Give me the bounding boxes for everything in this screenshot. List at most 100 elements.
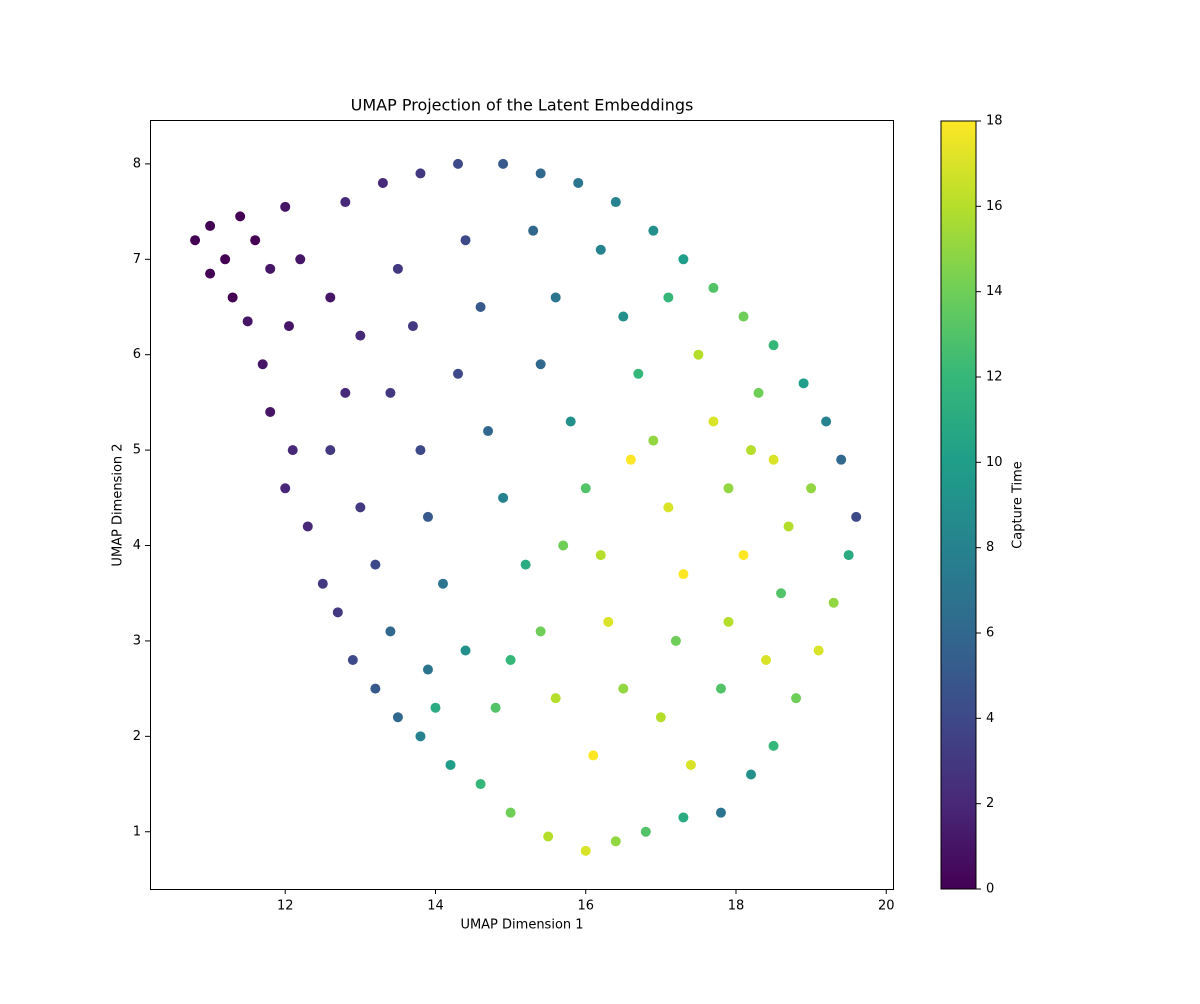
point <box>340 387 351 398</box>
point <box>453 368 464 379</box>
y-tick-label: 6 <box>133 347 141 362</box>
point <box>422 511 433 522</box>
point <box>332 607 343 618</box>
point <box>738 311 749 322</box>
point <box>670 635 681 646</box>
point <box>205 268 216 279</box>
point <box>768 740 779 751</box>
point <box>678 812 689 823</box>
point <box>836 454 847 465</box>
point <box>422 664 433 675</box>
point <box>723 616 734 627</box>
point <box>550 292 561 303</box>
point <box>445 759 456 770</box>
point <box>370 559 381 570</box>
point <box>295 254 306 265</box>
y-axis-label: UMAP Dimension 2 <box>111 443 126 566</box>
point <box>460 645 471 656</box>
point <box>813 645 824 656</box>
x-tick-label: 20 <box>878 899 895 914</box>
point <box>280 201 291 212</box>
point <box>776 588 787 599</box>
point <box>505 807 516 818</box>
point <box>302 521 313 532</box>
point <box>610 836 621 847</box>
point <box>453 158 464 169</box>
point <box>843 550 854 561</box>
point <box>678 569 689 580</box>
point <box>791 693 802 704</box>
point <box>283 321 294 332</box>
point <box>385 387 396 398</box>
point <box>708 282 719 293</box>
y-tick-label: 3 <box>133 633 141 648</box>
point <box>205 220 216 231</box>
y-tick-label: 1 <box>133 824 141 839</box>
x-tick-label: 14 <box>427 899 444 914</box>
point <box>565 416 576 427</box>
point <box>250 235 261 246</box>
point <box>715 683 726 694</box>
y-tick-label: 7 <box>133 252 141 267</box>
point <box>475 302 486 313</box>
point <box>287 445 298 456</box>
point <box>663 502 674 513</box>
point <box>746 445 757 456</box>
point <box>663 292 674 303</box>
point <box>385 626 396 637</box>
point <box>768 454 779 465</box>
point <box>595 550 606 561</box>
point <box>746 769 757 780</box>
colorbar-tick-label: 8 <box>986 540 994 555</box>
point <box>603 616 614 627</box>
point <box>498 492 509 503</box>
point <box>498 158 509 169</box>
point <box>528 225 539 236</box>
point <box>460 235 471 246</box>
point <box>415 731 426 742</box>
x-tick-label: 16 <box>577 899 594 914</box>
x-tick-label: 12 <box>277 899 294 914</box>
point <box>550 693 561 704</box>
point <box>257 359 268 370</box>
colorbar-tick-label: 6 <box>986 626 994 641</box>
point <box>430 702 441 713</box>
y-tick-label: 5 <box>133 443 141 458</box>
point <box>821 416 832 427</box>
point <box>851 511 862 522</box>
point <box>437 578 448 589</box>
point <box>475 779 486 790</box>
chart-title: UMAP Projection of the Latent Embeddings <box>351 96 694 115</box>
point <box>520 559 531 570</box>
point <box>317 578 328 589</box>
point <box>625 454 636 465</box>
point <box>806 483 817 494</box>
point <box>325 292 336 303</box>
point <box>505 655 516 666</box>
point <box>738 550 749 561</box>
point <box>580 483 591 494</box>
colorbar-tick-label: 10 <box>986 455 1003 470</box>
point <box>242 316 253 327</box>
point <box>648 225 659 236</box>
point <box>355 502 366 513</box>
point <box>220 254 231 265</box>
point <box>543 831 554 842</box>
point <box>828 597 839 608</box>
point <box>415 445 426 456</box>
point <box>708 416 719 427</box>
colorbar-tick-label: 2 <box>986 796 994 811</box>
point <box>588 750 599 761</box>
point <box>798 378 809 389</box>
colorbar-tick-label: 12 <box>986 370 1003 385</box>
colorbar <box>941 121 976 889</box>
point <box>753 387 764 398</box>
point <box>618 683 629 694</box>
colorbar-tick-label: 4 <box>986 711 994 726</box>
point <box>573 177 584 188</box>
point <box>280 483 291 494</box>
plot-frame <box>150 120 894 890</box>
point <box>370 683 381 694</box>
point <box>678 254 689 265</box>
